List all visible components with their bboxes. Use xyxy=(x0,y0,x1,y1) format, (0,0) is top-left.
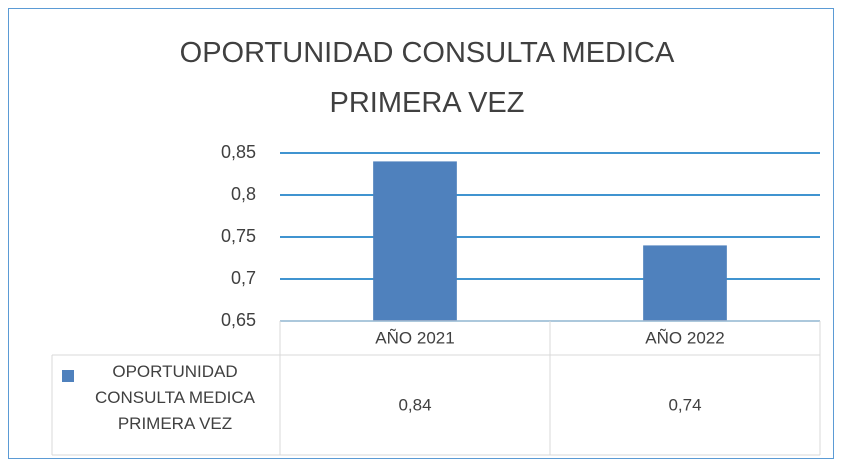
y-tick-label: 0,7 xyxy=(231,268,256,288)
y-tick-label: 0,85 xyxy=(221,142,256,162)
table-value: 0,84 xyxy=(398,395,431,414)
table-value: 0,74 xyxy=(668,395,701,414)
legend-label: OPORTUNIDAD CONSULTA MEDICA PRIMERA VEZ xyxy=(95,362,255,433)
bar xyxy=(373,161,457,321)
bar xyxy=(643,245,727,321)
chart-title: OPORTUNIDAD CONSULTA MEDICA PRIMERA VEZ xyxy=(179,37,675,119)
x-tick-label: AÑO 2021 xyxy=(375,328,454,347)
x-tick-label: AÑO 2022 xyxy=(645,328,724,347)
y-tick-label: 0,75 xyxy=(221,226,256,246)
y-tick-label: 0,65 xyxy=(221,310,256,330)
legend-swatch xyxy=(62,370,74,382)
y-tick-label: 0,8 xyxy=(231,184,256,204)
